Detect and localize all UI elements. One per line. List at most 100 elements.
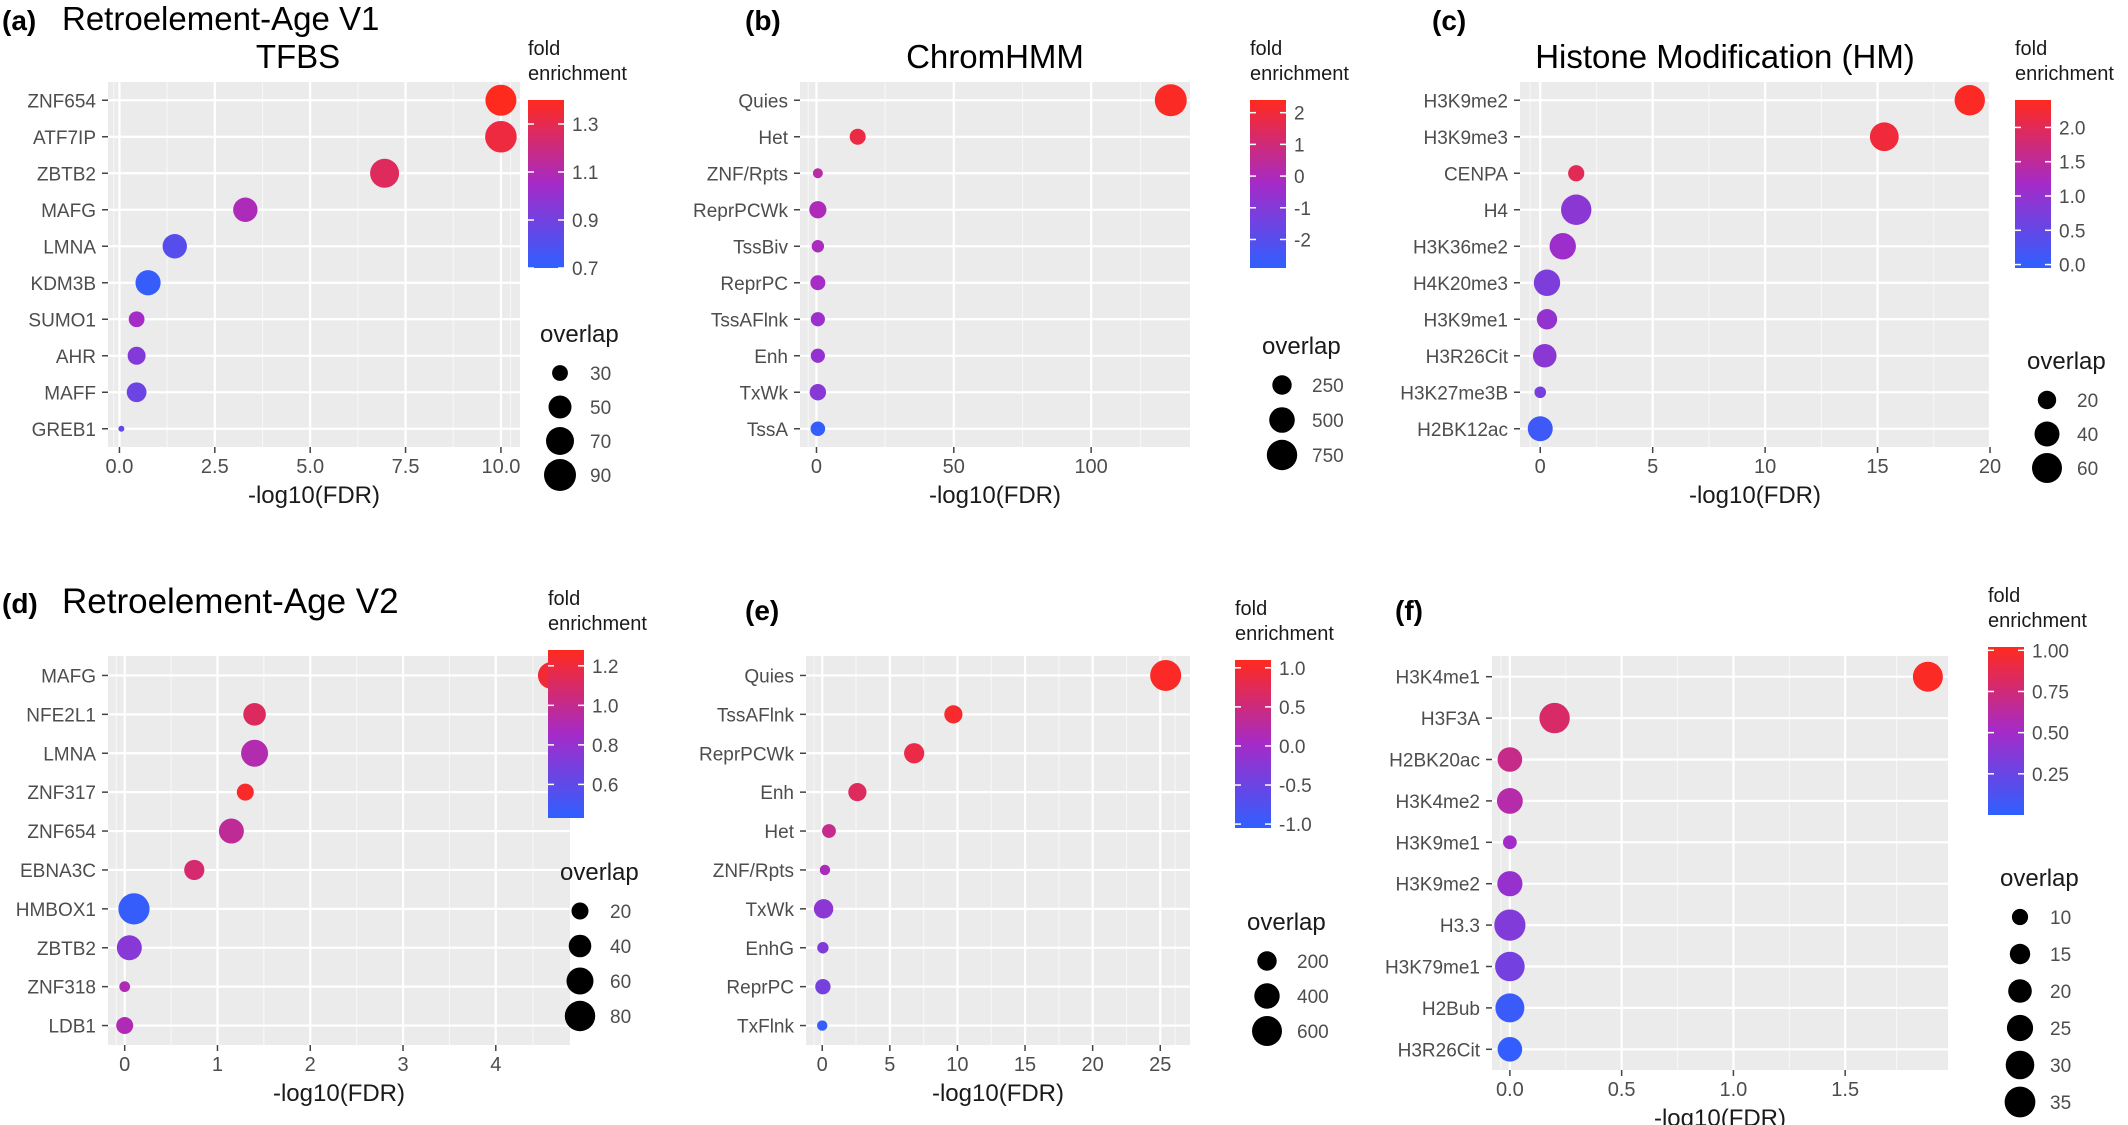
legend-color-title: fold — [1235, 598, 1267, 620]
x-tick-label: 3 — [397, 1054, 408, 1076]
legend-size-key — [2005, 1050, 2035, 1080]
y-tick-label: H3K9me3 — [1424, 128, 1509, 149]
y-tick-label: ZNF654 — [27, 822, 96, 843]
data-point — [811, 240, 825, 253]
x-tick-label: 2 — [305, 1054, 316, 1076]
data-point — [162, 234, 187, 259]
x-tick-label: 25 — [1149, 1054, 1171, 1076]
legend-size-key — [1252, 1016, 1282, 1046]
legend-size-label: 80 — [610, 1007, 631, 1028]
y-tick-label: ZNF318 — [27, 978, 96, 999]
x-tick-label: 1.5 — [1831, 1079, 1859, 1101]
y-tick-label: TxWk — [739, 383, 788, 404]
legend-size-label: 40 — [610, 937, 631, 958]
x-axis-title: -log10(FDR) — [932, 1080, 1064, 1107]
legend-color-title: fold — [548, 588, 580, 610]
legend-color-tick-label: 0.0 — [2059, 256, 2085, 277]
panel-title: ChromHMM — [906, 38, 1084, 75]
y-tick-label: H2BK12ac — [1417, 420, 1508, 441]
legend-size-label: 500 — [1312, 411, 1344, 432]
panel-b: 0 50 100 Quies Het ZNF/Rpts ReprPCWk TssBiv Repr… — [693, 5, 1349, 509]
legend-size-key — [2032, 453, 2062, 483]
data-point — [1497, 871, 1523, 897]
y-tick-label: TssAFlnk — [711, 310, 789, 331]
y-tick-label: GREB1 — [32, 420, 96, 441]
legend-color-tick-label: 1.3 — [572, 115, 598, 136]
legend-color-tick-label: 0.5 — [2059, 221, 2085, 242]
x-tick-label: 20 — [1082, 1054, 1104, 1076]
legend-color-tick-label: 0.6 — [592, 775, 618, 796]
legend-size-key — [568, 934, 592, 958]
legend-size-label: 50 — [590, 398, 611, 419]
x-tick-label: 10.0 — [481, 456, 520, 478]
legend-size-label: 30 — [590, 364, 611, 385]
x-tick-label: 0 — [1535, 456, 1546, 478]
panel-title: Histone Modification (HM) — [1535, 38, 1915, 75]
panel-label: (a) — [2, 5, 36, 36]
data-point — [810, 312, 825, 327]
y-tick-label: H3K4me2 — [1396, 792, 1481, 813]
y-tick-label: H3K79me1 — [1385, 958, 1480, 979]
x-tick-label: 1.0 — [1720, 1079, 1748, 1101]
data-point — [1154, 84, 1187, 117]
data-point — [1568, 165, 1585, 182]
data-point — [236, 783, 254, 801]
data-point — [1495, 993, 1525, 1023]
y-tick-label: TssBiv — [733, 237, 788, 258]
x-tick-label: 50 — [943, 456, 965, 478]
y-tick-label: ReprPC — [726, 978, 794, 999]
y-tick-label: MAFF — [44, 383, 96, 404]
data-point — [1561, 194, 1592, 225]
legend-color-tick-label: -1.0 — [1279, 815, 1312, 836]
legend-size-label: 10 — [2050, 908, 2071, 929]
data-point — [810, 275, 826, 291]
x-axis-title: -log10(FDR) — [1689, 482, 1821, 509]
data-point — [819, 864, 831, 876]
legend-color-title: enrichment — [2015, 63, 2114, 85]
data-point — [135, 270, 161, 296]
legend-size-label: 15 — [2050, 945, 2071, 966]
y-tick-label: AHR — [56, 347, 96, 368]
legend-size-key — [566, 967, 594, 995]
data-point — [848, 783, 867, 802]
legend-color-title: fold — [528, 38, 560, 60]
y-tick-label: H3.3 — [1440, 916, 1480, 937]
legend-size-key — [2011, 908, 2029, 926]
legend-color-tick-label: 0.9 — [572, 211, 598, 232]
data-point — [116, 935, 142, 961]
data-point — [118, 425, 125, 432]
data-point — [1533, 269, 1561, 296]
y-tick-label: EnhG — [745, 939, 794, 960]
y-tick-label: TxWk — [745, 900, 794, 921]
data-point — [1527, 416, 1553, 442]
legend-size-label: 30 — [2050, 1056, 2071, 1077]
x-tick-label: 5.0 — [296, 456, 324, 478]
y-tick-label: MAFG — [41, 201, 96, 222]
x-axis-title: -log10(FDR) — [1654, 1105, 1786, 1125]
panel-label: (b) — [745, 5, 781, 36]
y-tick-label: SUMO1 — [28, 310, 96, 331]
data-point — [817, 1020, 828, 1031]
legend-color-title: enrichment — [1250, 63, 1349, 85]
y-tick-label: Enh — [754, 347, 788, 368]
legend-color-bar — [548, 650, 584, 818]
panel-label: (d) — [2, 588, 38, 619]
data-point — [485, 84, 517, 116]
legend-size-key — [2006, 1014, 2034, 1042]
legend-color-tick-label: 2.0 — [2059, 118, 2085, 139]
panel-title: TFBS — [256, 38, 340, 75]
y-tick-label: H2Bub — [1422, 999, 1480, 1020]
data-point — [241, 739, 269, 767]
legend-size-label: 200 — [1297, 952, 1329, 973]
x-tick-label: 10 — [1754, 456, 1776, 478]
legend-color-tick-label: -0.5 — [1279, 776, 1312, 797]
legend-color-title: enrichment — [548, 613, 647, 635]
panel-f: 0.0 0.5 1.0 1.5 H3K4me1 H3F3A H2BK20ac H3K4me2 H… — [1385, 585, 2087, 1125]
legend-size-key — [546, 427, 574, 455]
legend-color-tick-label: 0.25 — [2032, 765, 2069, 786]
legend-color-tick-label: 0.75 — [2032, 682, 2069, 703]
legend-color-title: fold — [2015, 38, 2047, 60]
legend-size-key — [2037, 390, 2057, 410]
data-point — [1496, 788, 1523, 814]
